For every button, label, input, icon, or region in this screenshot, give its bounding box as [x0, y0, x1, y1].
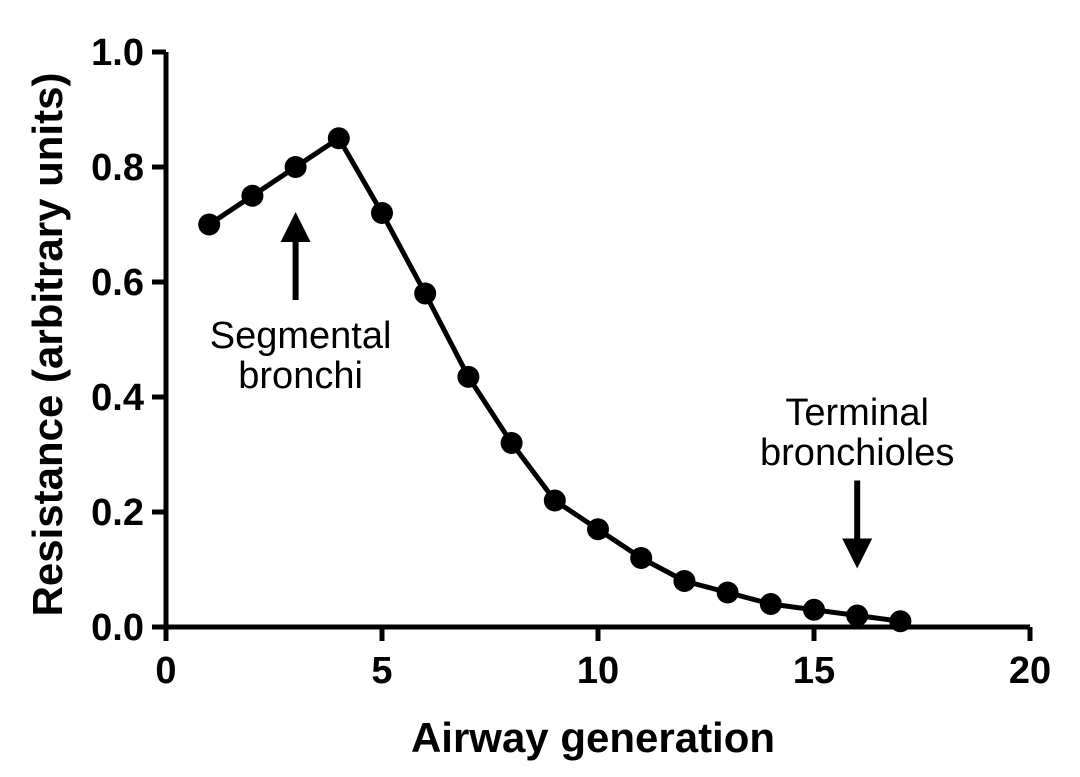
y-axis-label: Resistance (arbitrary units)	[24, 73, 71, 617]
y-tick-label: 0.2	[91, 492, 144, 534]
annotation-text: Segmental	[210, 315, 392, 357]
data-point	[500, 432, 523, 454]
series	[198, 127, 912, 633]
x-tick-label: 15	[793, 650, 835, 692]
annotation-text: Terminal	[785, 392, 929, 434]
data-point	[759, 593, 782, 615]
data-point	[241, 184, 264, 207]
data-point	[889, 610, 912, 633]
axes	[152, 52, 1030, 641]
y-tick-label: 1.0	[91, 32, 144, 74]
x-tick-label: 5	[371, 650, 392, 692]
data-point	[630, 547, 653, 569]
data-point	[673, 570, 696, 592]
data-point	[716, 581, 739, 604]
x-tick-label: 10	[577, 650, 619, 692]
data-point	[414, 282, 437, 305]
y-tick-label: 0.8	[91, 147, 144, 189]
data-point	[284, 156, 307, 178]
y-tick-label: 0.0	[91, 607, 144, 649]
annotation-arrow-head	[280, 212, 311, 242]
ticks: 0.0 0.2 0.4 0.6 0.8 1.0 0 5 10 15 20	[91, 32, 1051, 692]
data-point	[543, 489, 566, 512]
x-tick-label: 0	[155, 650, 176, 692]
y-tick-label: 0.4	[91, 377, 144, 419]
data-point	[371, 202, 393, 224]
data-point	[198, 213, 221, 236]
x-axis-label: Airway generation	[411, 714, 775, 761]
data-point	[587, 518, 609, 541]
x-tick-label: 20	[1009, 650, 1051, 692]
annotation-arrow-head	[842, 538, 873, 569]
data-point	[803, 598, 825, 621]
data-point	[457, 365, 480, 388]
annotation-text: bronchi	[238, 355, 363, 397]
annotation-text: bronchioles	[760, 432, 954, 474]
y-tick-label: 0.6	[91, 262, 144, 304]
data-point	[327, 127, 350, 150]
data-point	[846, 604, 869, 627]
